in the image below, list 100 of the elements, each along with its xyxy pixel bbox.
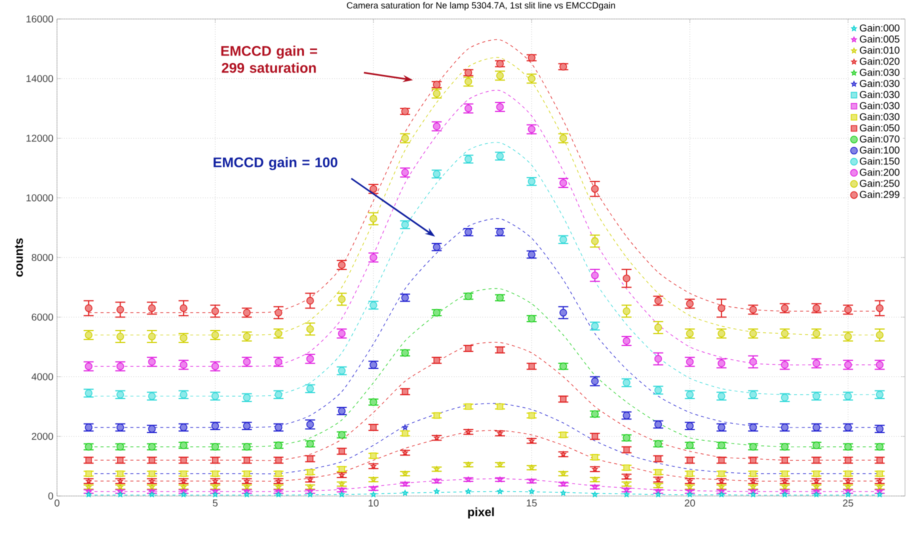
point: [497, 430, 503, 436]
point: [876, 304, 884, 312]
point: [370, 452, 377, 459]
point: [149, 484, 155, 490]
point: [750, 457, 756, 464]
point: [117, 457, 124, 464]
point: [84, 389, 92, 397]
x-tick-label: 25: [843, 500, 854, 507]
chart-title: Camera saturation for Ne lamp 5304.7A, 1st slit line vs EMCCDgain: [346, 2, 615, 10]
point: [844, 424, 852, 432]
point: [212, 484, 218, 490]
point: [212, 457, 218, 464]
legend-label: Gain:030: [860, 102, 900, 110]
point: [749, 443, 757, 451]
point: [464, 68, 472, 76]
point: [434, 357, 440, 364]
point: [654, 386, 662, 394]
point: [274, 424, 282, 432]
point: [338, 448, 345, 454]
annotation: EMCCD gain = 299 saturation: [221, 46, 318, 73]
point: [686, 442, 694, 450]
point: [243, 422, 251, 430]
point: [654, 420, 662, 428]
point: [654, 355, 662, 363]
point: [338, 295, 346, 304]
point: [718, 457, 725, 464]
point: [718, 442, 726, 450]
point: [876, 390, 884, 398]
y-axis-title: counts: [15, 238, 23, 277]
point: [465, 345, 472, 352]
point: [844, 470, 852, 477]
legend-label: Gain:150: [860, 157, 900, 165]
y-tick-label: 10000: [26, 194, 54, 202]
point: [434, 434, 440, 440]
point: [782, 484, 788, 490]
point: [718, 304, 726, 312]
point: [464, 78, 472, 86]
point: [622, 434, 630, 442]
point: [876, 443, 884, 451]
point: [276, 492, 282, 498]
point: [812, 442, 820, 450]
point: [591, 322, 599, 330]
point: [655, 482, 662, 488]
legend-label: Gain:250: [860, 180, 900, 187]
point: [401, 108, 409, 116]
y-tick-label: 6000: [32, 314, 54, 321]
annotation: EMCCD gain = 100: [214, 157, 338, 170]
point: [116, 424, 124, 432]
point: [876, 484, 883, 490]
legend-label: Gain:299: [860, 190, 900, 198]
point: [812, 424, 820, 432]
y-tick-label: 16000: [26, 15, 54, 23]
point: [211, 307, 220, 315]
x-tick-label: 10: [368, 500, 379, 507]
point: [370, 398, 378, 406]
point: [497, 462, 503, 468]
point: [622, 307, 630, 315]
point: [434, 478, 440, 484]
point: [814, 484, 820, 490]
x-tick-label: 0: [54, 500, 60, 507]
legend-label: Gain:030: [860, 112, 900, 120]
point: [876, 457, 883, 464]
point: [117, 470, 124, 477]
point: [465, 462, 472, 468]
point: [244, 457, 250, 464]
point: [464, 292, 472, 300]
point: [402, 470, 408, 476]
point: [623, 464, 630, 471]
point: [622, 378, 630, 387]
point: [686, 422, 694, 430]
point: [749, 358, 757, 366]
point: [306, 456, 314, 462]
legend-label: Gain:070: [860, 135, 900, 142]
point: [370, 361, 378, 369]
legend-label: Gain:020: [860, 57, 900, 65]
point: [655, 456, 662, 462]
point: [622, 412, 630, 420]
point: [844, 457, 852, 464]
legend-label: Gain:030: [860, 80, 900, 87]
point: [401, 220, 409, 229]
point: [496, 403, 504, 410]
point: [370, 463, 376, 469]
point: [591, 272, 599, 280]
point: [591, 185, 599, 193]
legend-label: Gain:030: [860, 68, 900, 76]
point: [654, 440, 662, 448]
point: [749, 390, 757, 398]
point: [306, 440, 314, 448]
point: [876, 425, 884, 433]
point: [876, 331, 884, 339]
point: [528, 478, 535, 484]
point: [84, 304, 92, 312]
point: [845, 484, 851, 490]
point: [528, 412, 535, 419]
y-tick-label: 12000: [26, 134, 54, 142]
point: [180, 457, 187, 464]
point: [749, 424, 757, 432]
point: [148, 443, 156, 451]
point: [592, 454, 598, 460]
point: [813, 470, 820, 477]
